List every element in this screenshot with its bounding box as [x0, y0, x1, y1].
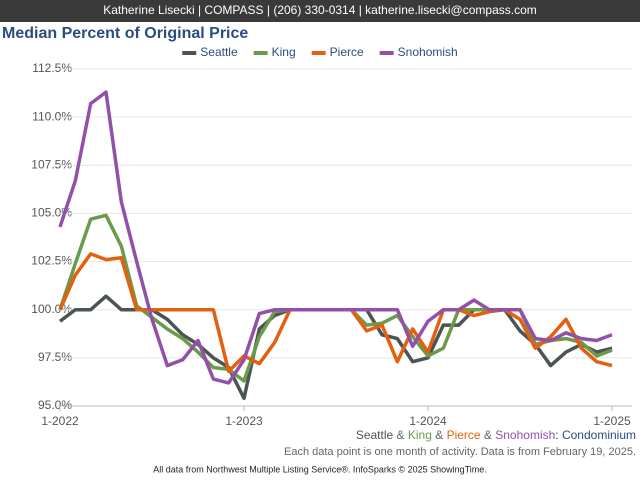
y-tick-label: 102.5% [31, 254, 72, 268]
series-line [58, 213, 613, 383]
legend-item: King [253, 45, 296, 59]
header-bar [0, 0, 640, 22]
legend-item: Seattle [182, 45, 238, 59]
legend: Seattle King Pierce Snohomish [182, 45, 458, 59]
x-tick-label: 1-2024 [409, 414, 447, 428]
chart-title: Median Percent of Original Price [2, 25, 248, 42]
caption-name: Seattle [356, 428, 394, 442]
y-tick-label: 95.0% [38, 398, 72, 412]
y-tick-label: 100.0% [31, 302, 72, 316]
x-tick-label: 1-2025 [593, 414, 631, 428]
caption-separator: & [432, 428, 447, 442]
caption: Seattle & King & Pierce & Snohomish: Con… [356, 428, 636, 442]
y-tick-label: 112.5% [32, 61, 72, 75]
y-tick-label: 97.5% [38, 350, 72, 364]
caption-suffix: : Condominium [555, 428, 636, 442]
legend-label: Seattle [200, 45, 238, 59]
y-tick-label: 110.0% [32, 109, 72, 123]
caption-name: Snohomish [495, 428, 555, 442]
caption-separator: & [393, 428, 408, 442]
caption-name: King [408, 428, 432, 442]
header: Katherine Lisecki | COMPASS | (206) 330-… [103, 3, 537, 17]
legend-label: Snohomish [398, 45, 458, 59]
legend-label: King [272, 45, 296, 59]
x-tick-label: 1-2023 [225, 414, 263, 428]
note: Each data point is one month of activity… [284, 446, 636, 458]
x-tick-label: 1-2022 [41, 414, 79, 428]
y-tick-label: 107.5% [31, 157, 72, 171]
footer: All data from Northwest Multiple Listing… [153, 464, 487, 474]
legend-label: Pierce [330, 45, 364, 59]
caption-name: Pierce [447, 428, 481, 442]
series-line [58, 90, 613, 385]
legend-item: Snohomish [379, 45, 458, 59]
caption-separator: & [481, 428, 496, 442]
legend-item: Pierce [311, 45, 364, 59]
